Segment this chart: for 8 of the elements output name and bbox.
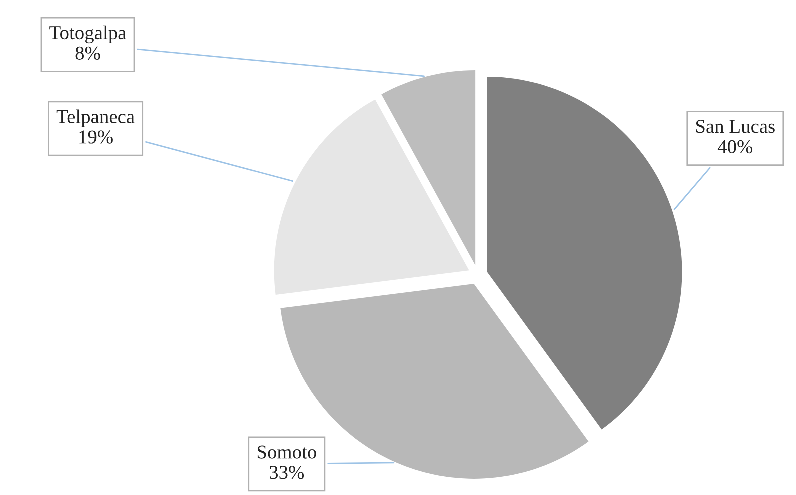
slice-label: Totogalpa (50, 26, 126, 44)
slice-label: Telpaneca (56, 110, 135, 128)
data-label: 40% (718, 140, 753, 154)
data-label: 8% (76, 46, 100, 60)
data-label: 33% (270, 466, 304, 480)
slice-label: Somoto (258, 446, 316, 459)
slice-label: San Lucas (696, 120, 775, 134)
data-label: 19% (80, 130, 113, 144)
